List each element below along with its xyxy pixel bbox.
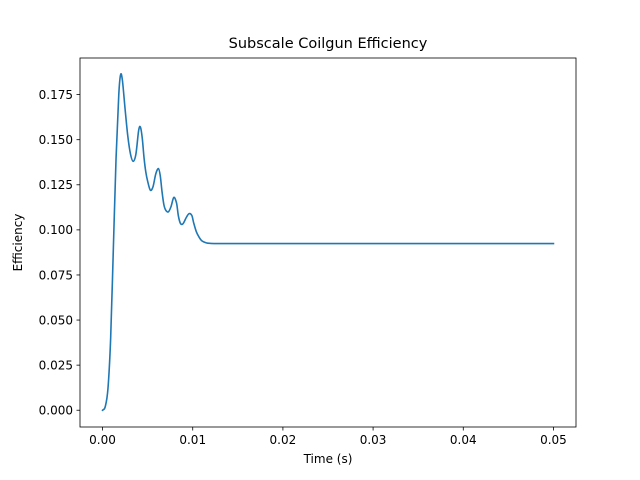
y-tick-label: 0.150 [39, 133, 73, 147]
plot-frame [79, 57, 577, 428]
y-tick-label: 0.050 [39, 313, 73, 327]
y-tick-label: 0.000 [39, 404, 73, 418]
series-layer [101, 72, 555, 412]
x-tick-label: 0.00 [89, 433, 116, 447]
y-tick-label: 0.075 [39, 268, 73, 282]
x-axis: 0.00 0.01 0.02 0.03 0.04 0.05 [89, 427, 567, 447]
y-tick-label: 0.175 [39, 88, 73, 102]
x-axis-label: Time (s) [303, 452, 353, 466]
y-tick-label: 0.100 [39, 223, 73, 237]
x-tick-label: 0.04 [450, 433, 477, 447]
plot-area [79, 57, 577, 428]
efficiency-series-line [101, 72, 555, 412]
y-tick-label: 0.125 [39, 178, 73, 192]
x-tick-label: 0.02 [270, 433, 297, 447]
y-axis: 0.000 0.025 0.050 0.075 0.100 0.125 0.150 0.175 [39, 88, 80, 418]
y-axis-label: Efficiency [11, 214, 25, 272]
x-tick-label: 0.05 [540, 433, 567, 447]
x-tick-label: 0.03 [360, 433, 387, 447]
chart-title: Subscale Coilgun Efficiency [229, 36, 428, 52]
y-tick-label: 0.025 [39, 358, 73, 372]
x-tick-label: 0.01 [179, 433, 206, 447]
